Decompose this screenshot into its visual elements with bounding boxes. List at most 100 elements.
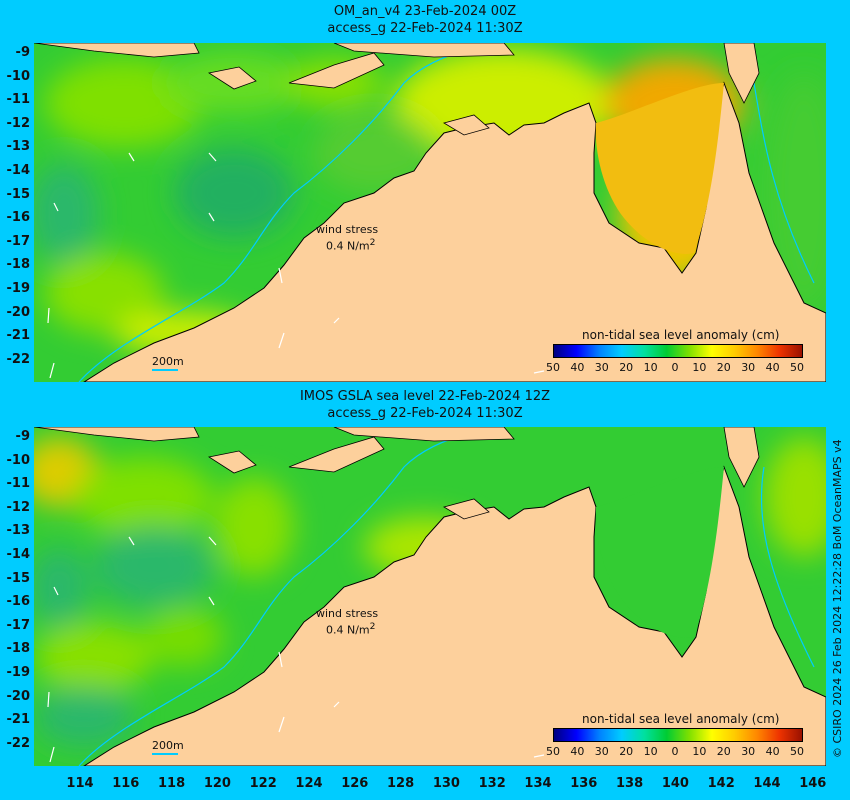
x-tick-label: 124 [295,776,323,791]
island-melville [442,114,490,136]
top-map-panel: wind stress 0.4 N/m2 200m non-tidal sea … [34,43,826,382]
island-nusa [34,427,200,442]
y-tick-label: -12 [6,499,31,515]
isobath-200m [78,47,475,382]
top-scale-label: 200m [152,355,184,368]
top-wind-legend: wind stress 0.4 N/m2 [316,223,378,253]
x-tick-label: 146 [799,776,827,791]
island-timor [288,436,385,473]
y-tick-label: -19 [6,665,31,680]
island-north [333,427,515,442]
y-tick-label: -11 [6,92,31,108]
colorbar-tick-label: 40 [765,361,780,374]
x-tick-label: 136 [570,776,598,791]
y-tick-label: -17 [6,233,31,249]
isobath-east [760,466,815,668]
y-tick-label: -16 [6,210,31,226]
isobath-east [753,82,815,284]
y-tick-label: -15 [6,186,31,202]
isobath-200m [78,431,475,766]
y-tick-label: -17 [6,617,31,633]
colorbar-tick-label: 40 [765,745,780,758]
x-tick-label: 134 [524,776,552,791]
australia-land [83,465,826,766]
x-tick-label: 114 [66,776,94,791]
island-north [333,43,515,58]
island-new-guinea [723,427,760,488]
colorbar-tick-label: 0 [671,361,679,374]
y-tick-label: -15 [6,570,31,586]
colorbar-tick-label: 50 [790,745,804,758]
y-tick-label: -11 [6,476,31,492]
y-tick-label: -19 [6,281,31,296]
island-melville [442,498,490,520]
bottom-map-panel: wind stress 0.4 N/m2 200m non-tidal sea … [34,427,826,766]
island-sumba [207,450,257,474]
bottom-colorbar-bar [553,728,803,742]
y-tick-label: -22 [6,351,31,367]
wind-legend-value-row: 0.4 N/m2 [316,620,378,637]
bottom-title-line2: access_g 22-Feb-2024 11:30Z [327,406,523,421]
y-tick-label: -14 [6,547,31,562]
gulf-sea [595,467,724,638]
colorbar-tick-label: 50 [790,361,804,374]
colorbar-tick-label: 40 [570,361,585,374]
colorbar-tick-label: 30 [594,745,609,758]
gulf-sea [595,83,724,254]
y-tick-label: -10 [6,452,31,468]
island-new-guinea [723,43,760,104]
top-map-svg [34,43,826,382]
y-tick-label: -21 [6,712,31,728]
colorbar-tick-label: 20 [619,745,634,758]
x-tick-label: 118 [158,776,186,791]
colorbar-tick-label: 20 [619,361,634,374]
bottom-scale-label: 200m [152,739,184,752]
x-tick-label: 120 [203,776,231,791]
top-title-line2: access_g 22-Feb-2024 11:30Z [327,21,523,36]
island-sumba [207,66,257,90]
colorbar-tick-label: 10 [692,361,707,374]
x-tick-label: 144 [753,776,781,791]
wind-arrows [47,152,545,379]
colorbar-tick-label: 30 [594,361,609,374]
credit-text: © CSIRO 2024 26 Feb 2024 12:22:28 BoM Oc… [831,439,844,758]
colorbar-tick-label: 50 [546,361,560,374]
x-tick-label: 142 [707,776,735,791]
y-tick-label: -9 [15,45,30,60]
wind-arrows [47,536,545,763]
top-colorbar-bar [553,344,803,358]
wind-legend-label: wind stress [316,607,379,620]
colorbar-tick-label: 10 [643,745,658,758]
colorbar-tick-label: 0 [671,745,679,758]
colorbar-tick-label: 10 [692,745,707,758]
y-tick-label: -18 [6,641,31,657]
bottom-wind-legend: wind stress 0.4 N/m2 [316,607,378,637]
y-tick-label: -20 [6,688,31,704]
colorbar-tick-label: 10 [643,361,658,374]
x-tick-label: 126 [341,776,369,791]
bottom-title-line1: IMOS GSLA sea level 22-Feb-2024 12Z [299,389,551,404]
x-tick-label: 128 [387,776,415,791]
top-title-line1: OM_an_v4 23-Feb-2024 00Z [333,4,517,19]
bottom-scale-line [152,753,178,755]
x-tick-label: 122 [249,776,277,791]
wind-legend-label: wind stress [316,223,379,236]
bottom-colorbar-title: non-tidal sea level anomaly (cm) [582,712,780,726]
top-colorbar-title: non-tidal sea level anomaly (cm) [582,328,780,342]
y-tick-label: -18 [6,257,31,273]
y-tick-label: -22 [6,735,31,751]
y-tick-label: -12 [6,115,31,131]
x-tick-label: 138 [616,776,644,791]
colorbar-tick-label: 30 [741,361,756,374]
bottom-map-svg [34,427,826,766]
top-scale-line [152,369,178,371]
australia-land [83,81,826,382]
wind-legend-value: 0.4 N/m [326,239,370,253]
colorbar-tick-label: 20 [716,745,731,758]
y-tick-label: -21 [6,328,31,344]
island-nusa [34,43,200,58]
y-tick-label: -14 [6,163,31,178]
wind-legend-unit-sup: 2 [369,621,376,632]
y-tick-label: -13 [6,523,31,539]
colorbar-tick-label: 40 [570,745,585,758]
